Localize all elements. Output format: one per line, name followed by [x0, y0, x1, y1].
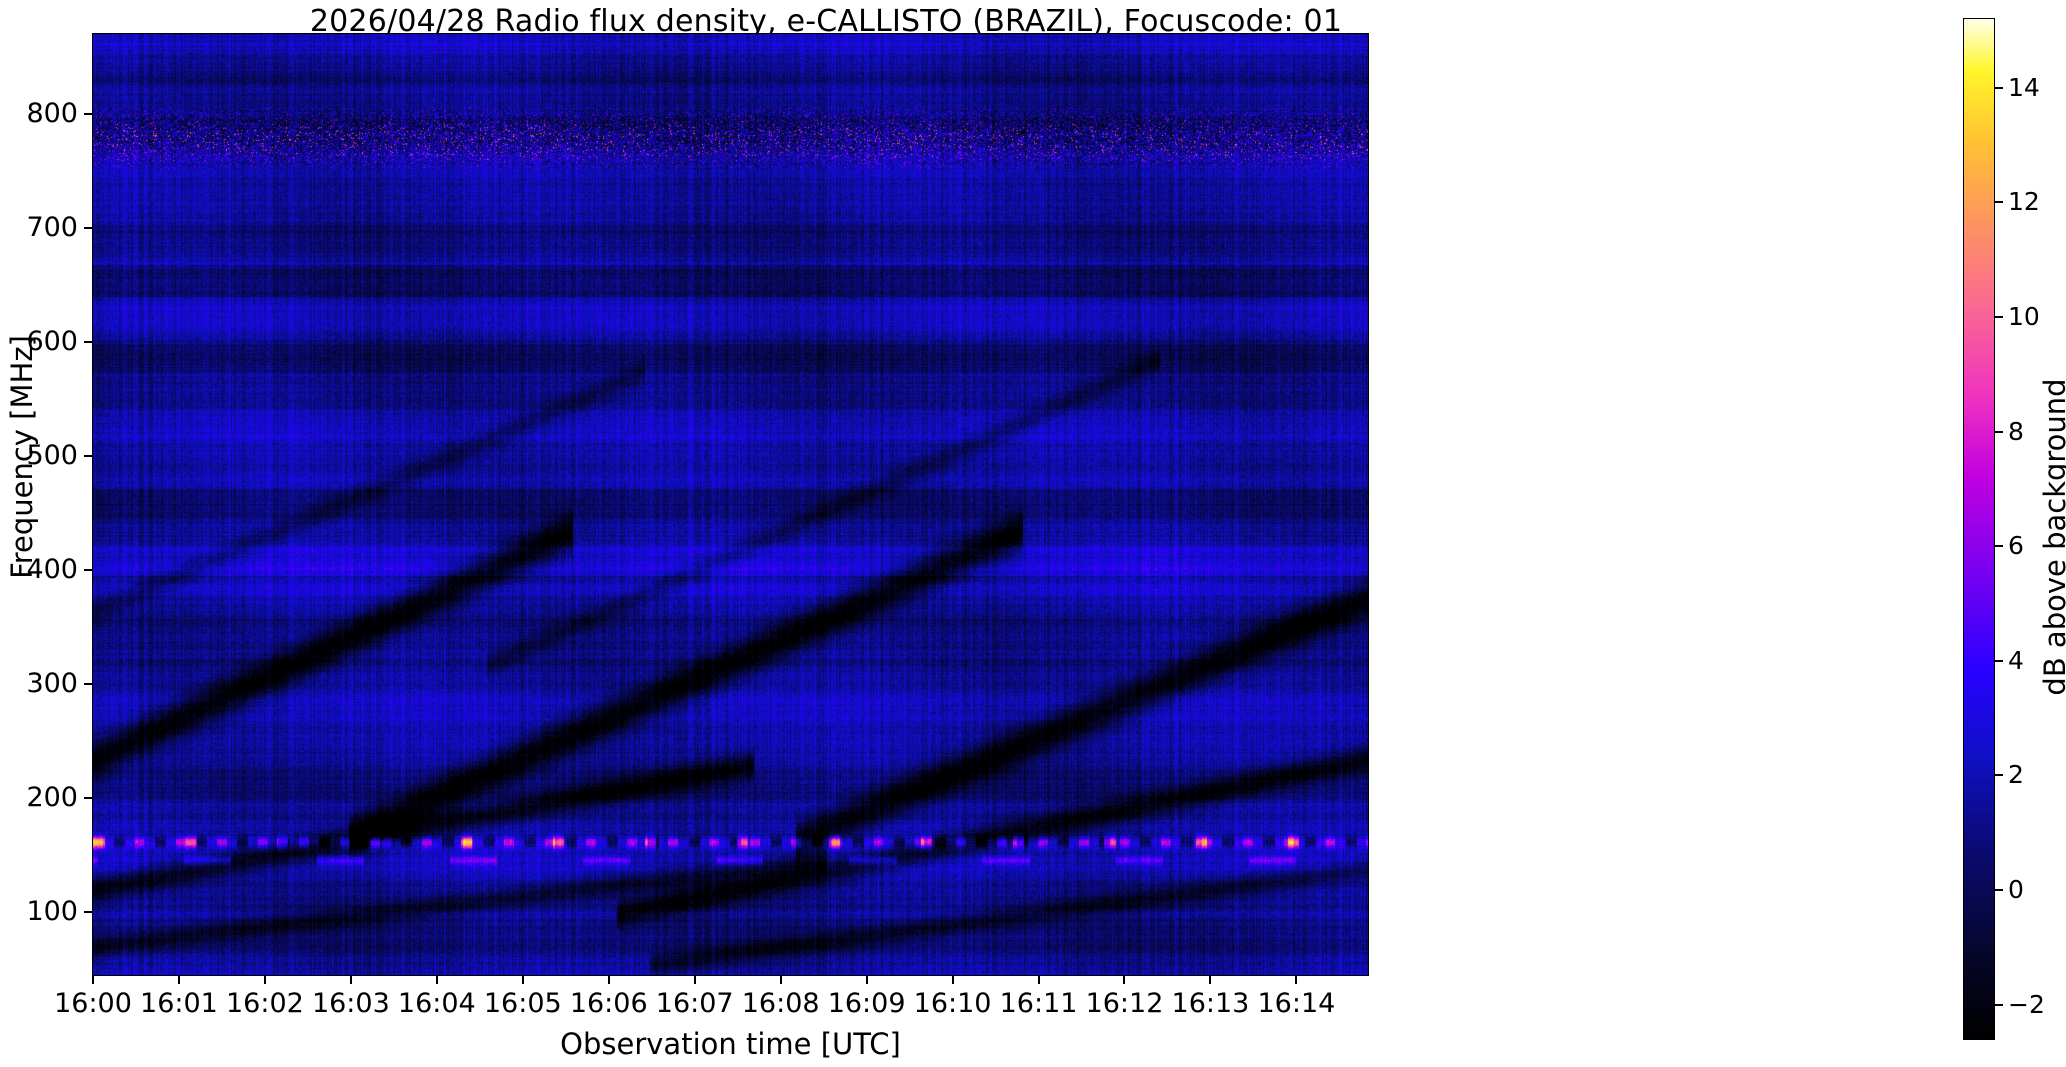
y-tick-label: 100	[26, 896, 78, 928]
colorbar-tick-mark	[1995, 659, 2003, 662]
y-tick-label: 400	[26, 554, 78, 586]
y-tick-mark	[84, 683, 92, 686]
spectrogram-canvas	[93, 34, 1368, 975]
colorbar-tick-label: 6	[2008, 531, 2024, 561]
x-tick-mark	[1209, 976, 1212, 984]
colorbar-tick-mark	[1995, 201, 2003, 204]
y-tick-label: 500	[26, 440, 78, 472]
y-tick-label: 300	[26, 668, 78, 700]
x-tick-mark	[435, 976, 438, 984]
x-tick-mark	[607, 976, 610, 984]
x-tick-label: 16:11	[999, 988, 1078, 1019]
colorbar	[1963, 18, 1995, 1040]
x-tick-mark	[521, 976, 524, 984]
x-axis-label: Observation time [UTC]	[560, 1027, 901, 1061]
y-tick-mark	[84, 340, 92, 343]
y-tick-mark	[84, 797, 92, 800]
y-tick-mark	[84, 911, 92, 914]
x-tick-label: 16:09	[827, 988, 906, 1019]
colorbar-tick-mark	[1995, 1003, 2003, 1006]
colorbar-tick-label: 10	[2008, 301, 2040, 331]
x-tick-mark	[779, 976, 782, 984]
colorbar-tick-mark	[1995, 545, 2003, 548]
x-tick-label: 16:10	[913, 988, 992, 1019]
x-tick-mark	[263, 976, 266, 984]
x-tick-label: 16:02	[226, 988, 304, 1019]
colorbar-tick-label: 0	[2008, 875, 2024, 904]
colorbar-gradient	[1964, 19, 1994, 1039]
x-tick-label: 16:14	[1257, 988, 1336, 1019]
colorbar-tick-label: 12	[2008, 187, 2040, 217]
colorbar-tick-mark	[1995, 315, 2003, 318]
x-tick-label: 16:04	[397, 988, 476, 1019]
y-tick-label: 700	[26, 211, 78, 243]
x-tick-mark	[951, 976, 954, 984]
colorbar-tick-label: 2	[2008, 760, 2024, 790]
y-tick-mark	[84, 455, 92, 458]
x-tick-mark	[865, 976, 868, 984]
colorbar-tick-label: 14	[2008, 72, 2040, 102]
colorbar-tick-mark	[1995, 86, 2003, 89]
x-tick-mark	[1295, 976, 1298, 984]
x-tick-mark	[92, 976, 94, 984]
x-tick-label: 16:06	[569, 988, 648, 1019]
y-tick-mark	[84, 112, 92, 115]
x-tick-label: 16:13	[1171, 988, 1250, 1019]
colorbar-tick-mark	[1995, 430, 2003, 433]
x-tick-label: 16:03	[311, 988, 390, 1019]
y-tick-mark	[84, 569, 92, 572]
y-tick-label: 600	[26, 325, 78, 357]
y-axis-label: Frequency [MHz]	[5, 335, 39, 579]
colorbar-tick-label: 8	[2008, 416, 2024, 446]
x-tick-label: 16:00	[54, 988, 132, 1019]
y-tick-label: 200	[26, 782, 78, 814]
x-tick-label: 16:01	[140, 988, 218, 1019]
spectrogram-axes	[92, 33, 1369, 976]
colorbar-tick-label: 4	[2008, 645, 2024, 675]
colorbar-label: dB above background	[2038, 378, 2066, 696]
x-tick-mark	[1037, 976, 1040, 984]
y-tick-mark	[84, 226, 92, 229]
x-tick-label: 16:08	[741, 988, 820, 1019]
x-tick-label: 16:05	[483, 988, 562, 1019]
x-tick-label: 16:12	[1085, 988, 1164, 1019]
x-tick-mark	[693, 976, 696, 984]
colorbar-tick-mark	[1995, 889, 2003, 891]
x-tick-label: 16:07	[655, 988, 734, 1019]
x-tick-mark	[349, 976, 352, 984]
x-tick-mark	[1123, 976, 1126, 984]
colorbar-tick-label: −2	[2008, 989, 2045, 1019]
y-tick-label: 800	[26, 97, 78, 129]
x-tick-mark	[177, 976, 180, 984]
colorbar-tick-mark	[1995, 774, 2003, 777]
